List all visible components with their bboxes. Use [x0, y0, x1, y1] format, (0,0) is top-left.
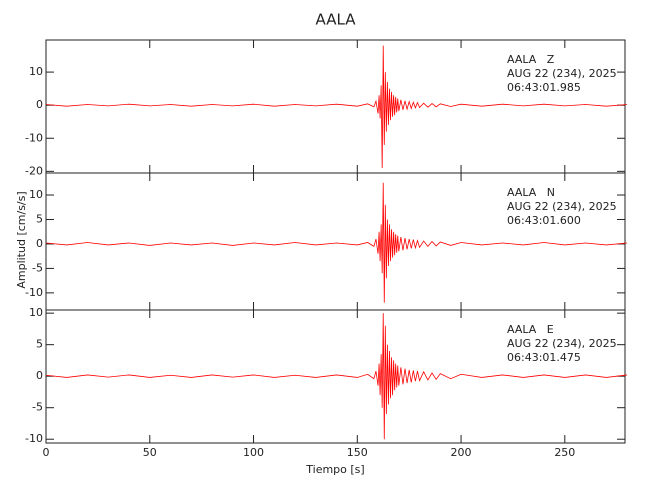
- annotation: 06:43:01.600: [507, 214, 581, 227]
- waveform: [45, 182, 628, 303]
- x-axis-label: Tiempo [s]: [305, 463, 364, 476]
- annotation: AUG 22 (234), 2025: [507, 200, 617, 213]
- y-tick-label: -10: [25, 131, 43, 144]
- x-tick-label: 0: [43, 446, 50, 459]
- y-tick-label: 5: [36, 338, 43, 351]
- x-tick-label: 150: [347, 446, 368, 459]
- y-tick-label: 10: [29, 188, 43, 201]
- y-tick-label: -10: [25, 286, 43, 299]
- y-tick-label: 0: [36, 369, 43, 382]
- x-tick-label: 100: [243, 446, 264, 459]
- y-tick-label: 5: [36, 212, 43, 225]
- y-tick-label: -10: [25, 432, 43, 445]
- chart-title: AALA: [316, 11, 357, 29]
- annotation: AALA Z: [507, 53, 555, 66]
- x-tick-label: 200: [451, 446, 472, 459]
- y-tick-label: 0: [36, 237, 43, 250]
- waveform: [45, 45, 628, 169]
- waveform: [45, 313, 628, 440]
- annotation: AUG 22 (234), 2025: [507, 337, 617, 350]
- x-tick-label: 50: [143, 446, 157, 459]
- annotation: AALA E: [507, 323, 554, 336]
- y-tick-label: 0: [36, 98, 43, 111]
- annotation: 06:43:01.475: [507, 351, 581, 364]
- y-tick-label: -5: [32, 261, 43, 274]
- y-tick-label: 10: [29, 65, 43, 78]
- annotation: 06:43:01.985: [507, 81, 581, 94]
- y-tick-label: 10: [29, 306, 43, 319]
- x-tick-label: 250: [554, 446, 575, 459]
- annotation: AALA N: [507, 186, 555, 199]
- annotation: AUG 22 (234), 2025: [507, 67, 617, 80]
- y-tick-label: -20: [25, 164, 43, 177]
- y-tick-label: -5: [32, 401, 43, 414]
- y-axis-label: Amplitud [cm/s/s]: [15, 191, 28, 288]
